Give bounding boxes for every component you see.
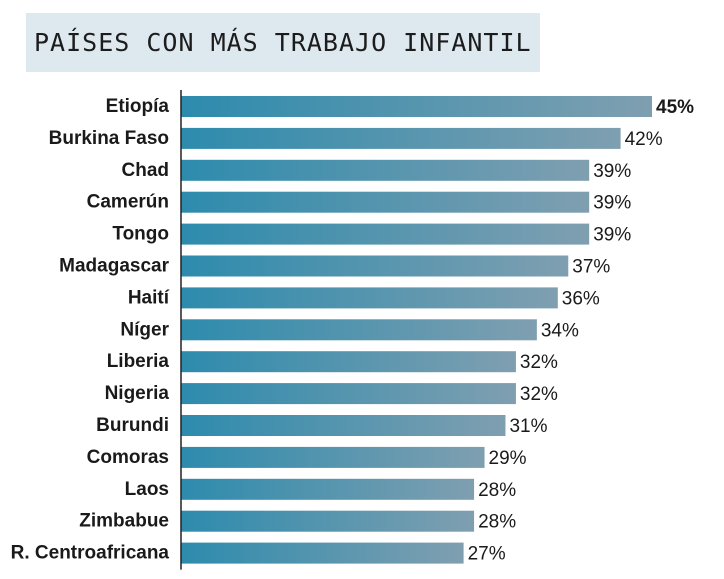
bar <box>181 255 569 277</box>
category-label: Zimbabue <box>79 511 169 532</box>
category-label: Liberia <box>107 351 170 372</box>
bar <box>181 351 516 373</box>
value-label: 29% <box>489 448 527 469</box>
bar <box>181 223 590 245</box>
bar <box>181 159 590 181</box>
bar <box>181 191 590 213</box>
bar <box>181 446 485 468</box>
value-label: 34% <box>541 320 579 341</box>
value-label: 32% <box>520 384 558 405</box>
bar <box>181 287 558 309</box>
category-label: Burkina Faso <box>49 128 169 149</box>
category-label: Madagascar <box>59 256 169 277</box>
category-label: Burundi <box>96 415 169 436</box>
value-label: 39% <box>593 161 631 182</box>
value-label: 28% <box>478 480 516 501</box>
category-label: Comoras <box>87 447 169 468</box>
bar <box>181 510 475 532</box>
value-label: 39% <box>593 225 631 246</box>
bars-group: Etiopía 45% Burkina Faso 42% Chad 39% Camerún 3… <box>11 96 694 565</box>
category-label: Tongo <box>112 224 169 245</box>
category-label: Camerún <box>87 192 169 213</box>
value-label: 31% <box>509 416 547 437</box>
bar <box>181 542 464 564</box>
category-label: Chad <box>122 160 170 181</box>
bar <box>181 383 516 405</box>
category-label: Níger <box>120 319 169 340</box>
value-label: 37% <box>572 257 610 278</box>
category-label: Laos <box>125 479 169 500</box>
category-label: Etiopía <box>106 96 170 117</box>
title-box: PAÍSES CON MÁS TRABAJO INFANTIL <box>26 13 540 72</box>
category-label: Haití <box>128 287 170 308</box>
bar <box>181 319 537 341</box>
value-label: 27% <box>468 544 506 565</box>
category-label: Nigeria <box>105 383 170 404</box>
chart-title: PAÍSES CON MÁS TRABAJO INFANTIL <box>34 28 532 57</box>
bar <box>181 478 475 500</box>
value-label: 42% <box>625 129 663 150</box>
value-label: 36% <box>562 288 600 309</box>
category-label: R. Centroafricana <box>11 543 170 564</box>
value-label: 28% <box>478 512 516 533</box>
bar <box>181 415 506 436</box>
bar <box>181 96 652 117</box>
value-label: 45% <box>656 97 694 118</box>
value-label: 39% <box>593 193 631 214</box>
value-label: 32% <box>520 352 558 373</box>
bar <box>181 127 621 149</box>
